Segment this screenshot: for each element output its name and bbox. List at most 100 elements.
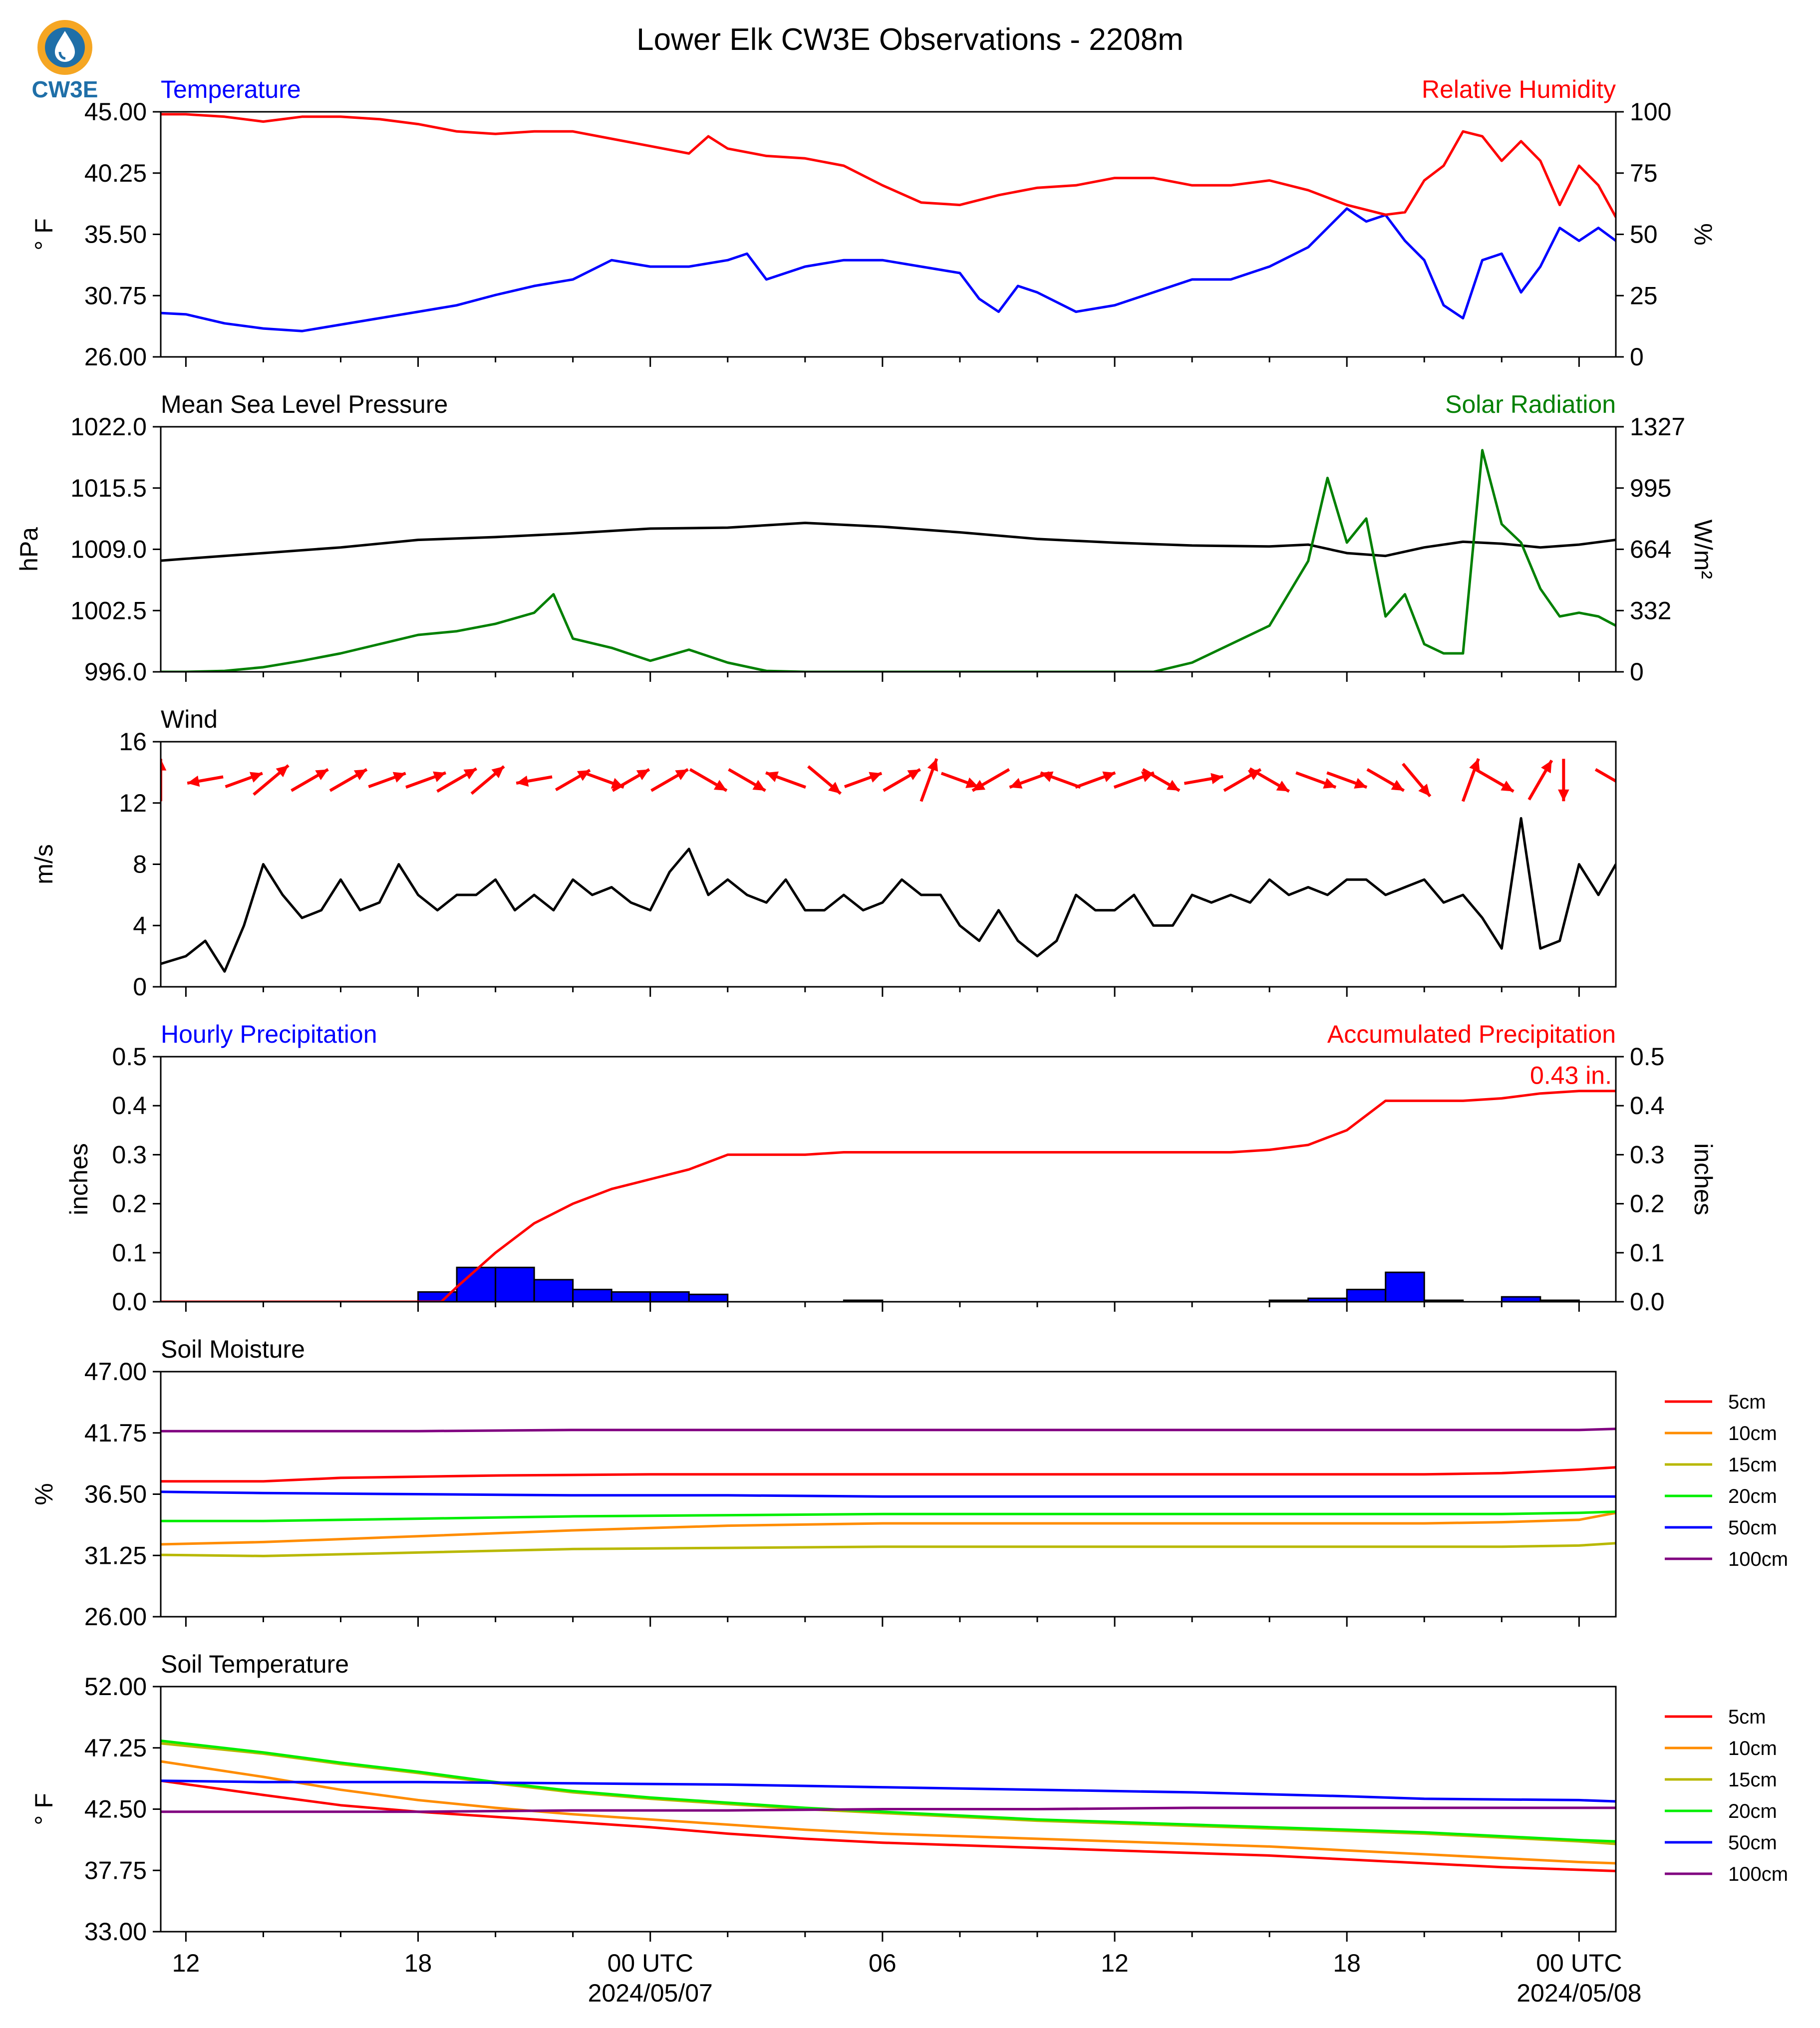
plot-frame [160, 1056, 1617, 1303]
panel-title-left: Soil Temperature [161, 1650, 349, 1678]
y-tick-label: 0.0 [112, 1288, 147, 1316]
y-tick-label: 45.00 [84, 98, 147, 126]
wind-arrow-head [1558, 789, 1569, 802]
wind-arrow-head [713, 780, 727, 791]
wind-arrow-head [1541, 760, 1552, 774]
logo-text: CW3E [32, 76, 98, 102]
wind-arrow-head [1391, 780, 1404, 791]
wind-arrow-head [1469, 758, 1480, 772]
y-tick-label-right: 0 [1630, 658, 1644, 686]
y-tick-label-right: 332 [1630, 596, 1671, 624]
panel-title-right: Accumulated Precipitation [1327, 1020, 1616, 1048]
panel-title-left: Soil Moisture [161, 1335, 305, 1363]
series-wind [161, 817, 1616, 973]
wind-arrow-head [752, 780, 766, 791]
plot-area [161, 758, 1616, 973]
y-tick-label-right: 0.5 [1630, 1043, 1665, 1071]
series-15cm [161, 1542, 1616, 1557]
series-solar-radiation [161, 449, 1616, 672]
y-tick-label: 35.50 [84, 221, 147, 249]
wind-arrow-head [1166, 780, 1180, 791]
y-tick-label: 37.75 [84, 1856, 147, 1884]
y-tick-label: 42.50 [84, 1795, 147, 1823]
legend-label: 100cm [1728, 1548, 1788, 1570]
wind-arrow-head [249, 772, 263, 783]
y-tick-label-right: 1327 [1630, 413, 1685, 441]
wind-arrow-head [276, 765, 289, 778]
panel-soil_moisture: 26.00 31.25 36.50 41.75 47.00 Soil Moisture% 5… [30, 1335, 1788, 1631]
wind-arrow-head [463, 768, 477, 780]
x-tick-label: 18 [1333, 1949, 1361, 1977]
wind-arrow-head [187, 775, 200, 787]
y-axis-label: hPa [15, 527, 43, 572]
series-50cm [161, 1490, 1616, 1498]
plot-area [161, 449, 1616, 672]
y-axis-label: ° F [30, 218, 58, 250]
precip-bar [495, 1266, 535, 1302]
wind-arrow-head [869, 772, 882, 783]
y-tick-label-right: 0.3 [1630, 1141, 1665, 1168]
wind-arrow-head [353, 769, 367, 780]
panel-title-right: Relative Humidity [1422, 75, 1616, 103]
panel-title-left: Mean Sea Level Pressure [161, 390, 448, 418]
panel-temp_rh: 26.00 30.75 35.50 40.25 45.00 0 25 50 75 100 Tempe… [30, 75, 1717, 371]
wind-arrow-head [1009, 778, 1023, 789]
y-tick-label: 40.25 [84, 159, 147, 187]
legend-label: 20cm [1728, 1485, 1777, 1507]
y-tick-label: 41.75 [84, 1419, 147, 1447]
legend-label: 50cm [1728, 1517, 1777, 1539]
y-tick-label-right: 0.1 [1630, 1239, 1665, 1267]
series-temperature [161, 207, 1616, 332]
wind-arrow-head [516, 775, 529, 787]
series-20cm [161, 1510, 1616, 1522]
y-tick-label-right: 0 [1630, 343, 1644, 371]
y-axis-label-right: W/m² [1689, 520, 1717, 579]
series-50cm [161, 1779, 1616, 1803]
panel-soil_temperature: 33.00 37.75 42.50 47.25 52.00 Soil Temperatur… [30, 1650, 1788, 1946]
y-tick-label: 12 [119, 789, 147, 817]
y-tick-label: 31.25 [84, 1541, 147, 1569]
y-axis-label: % [30, 1483, 58, 1505]
y-tick-label: 30.75 [84, 282, 147, 309]
x-date-label: 2024/05/08 [1517, 1979, 1641, 2007]
wind-arrow-head [972, 780, 986, 791]
y-tick-label: 4 [133, 911, 147, 939]
legend: 5cm 10cm 15cm 20cm 50cm 100cm [1665, 1391, 1788, 1570]
y-tick-label: 47.25 [84, 1734, 147, 1762]
y-tick-label: 16 [119, 728, 147, 756]
wind-arrow-head [927, 758, 938, 772]
legend-label: 5cm [1728, 1706, 1766, 1728]
y-tick-label: 996.0 [84, 658, 147, 686]
series-5cm [161, 1466, 1616, 1483]
series-relative-humidity [161, 113, 1616, 218]
wind-arrow-head [636, 769, 649, 780]
panel-title-left: Wind [161, 705, 218, 733]
wind-arrow-head [766, 771, 779, 782]
series-10cm [161, 1760, 1616, 1865]
panels: 26.00 30.75 35.50 40.25 45.00 0 25 50 75 100 Tempe… [15, 75, 1788, 2007]
precip-bar [610, 1291, 651, 1302]
y-tick-label-right: 0.4 [1630, 1092, 1665, 1120]
panel-title-left: Temperature [161, 75, 301, 103]
y-axis-label-right: % [1689, 223, 1717, 245]
wind-arrow-head [965, 777, 979, 788]
y-tick-label: 0.3 [112, 1141, 147, 1168]
x-tick-label: 18 [404, 1949, 432, 1977]
precip-bar [572, 1288, 612, 1302]
panel-title-right: Solar Radiation [1445, 390, 1616, 418]
precip-bar [688, 1293, 729, 1302]
chart-title: Lower Elk CW3E Observations - 2208m [636, 22, 1184, 57]
wind-arrow-head [675, 769, 688, 780]
series-100cm [161, 1428, 1616, 1433]
y-tick-label-right: 75 [1630, 159, 1658, 187]
y-tick-label: 8 [133, 851, 147, 878]
precip-bar [1346, 1288, 1387, 1302]
plot-area [161, 1739, 1616, 1872]
x-date-label: 2024/05/07 [588, 1979, 713, 2007]
x-tick-label: 12 [1101, 1949, 1129, 1977]
plot-area [161, 1428, 1616, 1557]
wind-arrow-head [315, 769, 328, 780]
y-tick-label-right: 995 [1630, 474, 1671, 502]
series-20cm [161, 1739, 1616, 1843]
